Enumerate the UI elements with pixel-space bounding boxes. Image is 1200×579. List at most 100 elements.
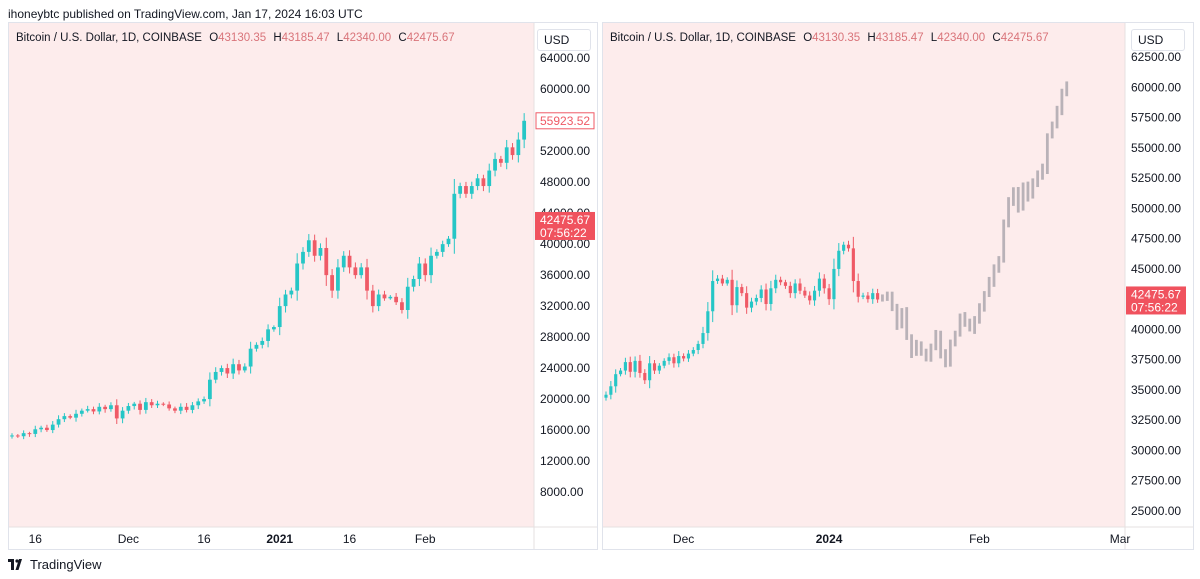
right-chart-projection-bar: [1012, 187, 1015, 206]
right-chart-projection-bar: [1007, 197, 1010, 228]
right-chart-candle-body: [735, 287, 739, 306]
right-currency-button[interactable]: USD: [1131, 29, 1185, 51]
right-chart-candle-body: [701, 333, 705, 344]
right-chart-candle-body: [648, 363, 652, 381]
left-chart-candle-body: [68, 416, 73, 418]
right-chart-projection-bar: [958, 313, 962, 337]
right-chart-candle-body: [769, 288, 773, 305]
right-chart-y-tick-label: 27500.00: [1131, 474, 1181, 488]
left-chart-candle-body: [504, 147, 509, 163]
left-chart-candle-body: [62, 416, 67, 420]
left-legend-symbol: Bitcoin / U.S. Dollar, 1D, COINBASE: [16, 32, 202, 44]
left-chart-y-tick-label: 60000.00: [540, 82, 590, 96]
left-chart-candle-body: [365, 267, 369, 291]
right-chart-projection-bar: [895, 303, 899, 330]
left-chart-candle-body: [237, 364, 241, 371]
right-chart-projection-bar: [997, 256, 1001, 273]
right-chart-projection-bar: [905, 307, 909, 340]
right-chart-y-tick-label: 62500.00: [1131, 50, 1181, 64]
left-chart-candle-body: [498, 158, 503, 163]
right-chart-candle-body: [628, 362, 632, 372]
right-chart-projection-bar: [953, 330, 957, 347]
right-chart-countdown-label: 07:56:22: [1131, 300, 1178, 314]
right-chart-y-tick-label: 37500.00: [1131, 353, 1181, 367]
right-chart-candle-body: [618, 370, 623, 375]
left-chart-candle-body: [353, 267, 358, 276]
left-chart-candle-body: [50, 424, 55, 431]
left-chart-candle-body: [312, 240, 317, 256]
left-chart-candle-body: [417, 263, 422, 279]
right-legend-c-value: 42475.67: [1000, 32, 1049, 44]
left-chart-candle-body: [39, 427, 43, 430]
right-chart-candle-body: [808, 295, 812, 301]
right-chart-candle-body: [604, 394, 608, 398]
footer-brand-label: TradingView: [30, 556, 102, 572]
left-chart-candle-body: [336, 267, 340, 291]
footer-brand[interactable]: TradingView: [8, 555, 102, 573]
right-chart-projection-bar: [1060, 88, 1064, 116]
header-attribution: ihoneybtc published on TradingView.com, …: [8, 7, 363, 21]
right-chart-panel[interactable]: 25000.00 27500.00 30000.00 32500.00 35000.00…: [602, 22, 1194, 550]
left-chart-candle-body: [423, 263, 428, 276]
right-chart-candle-body: [803, 290, 807, 296]
right-chart-y-tick-label: 25000.00: [1131, 504, 1181, 518]
left-chart-candle-body: [27, 433, 32, 435]
tradingview-logo-icon: [8, 558, 22, 570]
left-chart-panel[interactable]: 8000.00 12000.00 16000.00 20000.00 24000.00 2…: [8, 22, 598, 550]
right-chart-plot-area: [603, 23, 1125, 527]
left-chart-candle-body: [341, 255, 346, 268]
right-legend-symbol: Bitcoin / U.S. Dollar, 1D, COINBASE: [610, 32, 796, 44]
right-chart-candle-body: [657, 365, 661, 371]
left-chart-y-tick-label: 40000.00: [540, 237, 590, 251]
left-chart-countdown-label: 07:56:22: [540, 226, 587, 240]
right-chart-candle-body: [725, 279, 729, 284]
right-chart-candle-body: [851, 248, 855, 282]
left-chart-candle-body: [516, 139, 521, 156]
right-chart-x-tick-label: 2024: [816, 532, 843, 546]
left-chart-candle-body: [103, 406, 108, 410]
left-chart-candle-body: [190, 405, 195, 410]
right-chart-canvas[interactable]: 25000.00 27500.00 30000.00 32500.00 35000.00…: [603, 23, 1194, 550]
left-chart-candle-body: [324, 248, 329, 276]
left-chart-candle-body: [487, 170, 492, 187]
right-chart-candle-body: [842, 244, 846, 251]
left-chart-candle-body: [295, 263, 300, 291]
left-chart-last-high-marker: [535, 112, 595, 130]
right-chart-projection-bar: [1065, 81, 1069, 97]
left-legend-l-key: L: [336, 32, 344, 44]
left-chart-candle-body: [21, 433, 26, 437]
left-chart-candle-body: [283, 294, 288, 307]
left-chart-candle-body: [178, 406, 183, 411]
right-chart-projection-bar: [915, 339, 918, 356]
left-chart-candle-body: [370, 290, 375, 307]
right-chart-y-tick-label: 30000.00: [1131, 443, 1181, 457]
left-chart-y-tick-label: 20000.00: [540, 392, 590, 406]
left-chart-candle-body: [120, 410, 125, 419]
right-chart-projection-bar: [1031, 178, 1035, 199]
left-chart-candle-body: [254, 344, 259, 349]
right-chart-projection-bar: [963, 312, 967, 327]
left-chart-candle-body: [260, 340, 265, 345]
left-chart-candle-body: [411, 279, 416, 287]
right-chart-projection-bar: [881, 294, 884, 302]
left-chart-canvas[interactable]: 8000.00 12000.00 16000.00 20000.00 24000.00 2…: [9, 23, 598, 550]
left-chart-candle-body: [440, 244, 445, 252]
right-chart-projection-bar: [1036, 170, 1040, 188]
right-chart-projection-bar: [944, 349, 947, 368]
right-legend-o-value: 43130.35: [812, 32, 861, 44]
left-chart-y-tick-label: 12000.00: [540, 454, 590, 468]
right-chart-x-tick-label: Feb: [969, 532, 990, 546]
left-chart-candle-body: [85, 409, 90, 411]
left-chart-candle-body: [272, 327, 276, 330]
left-chart-candle-body: [167, 404, 172, 409]
left-chart-candle-body: [481, 178, 486, 187]
right-legend-h-value: 43185.47: [875, 32, 924, 44]
left-chart-candle-body: [429, 255, 433, 276]
right-chart-candle-body: [788, 285, 792, 294]
left-chart-y-tick-label: 8000.00: [540, 485, 584, 499]
right-chart-y-tick-label: 35000.00: [1131, 383, 1181, 397]
right-chart-y-tick-label: 60000.00: [1131, 80, 1181, 94]
left-chart-candle-body: [306, 240, 311, 252]
left-currency-button[interactable]: USD: [537, 29, 591, 51]
right-chart-candle-body: [861, 295, 865, 297]
